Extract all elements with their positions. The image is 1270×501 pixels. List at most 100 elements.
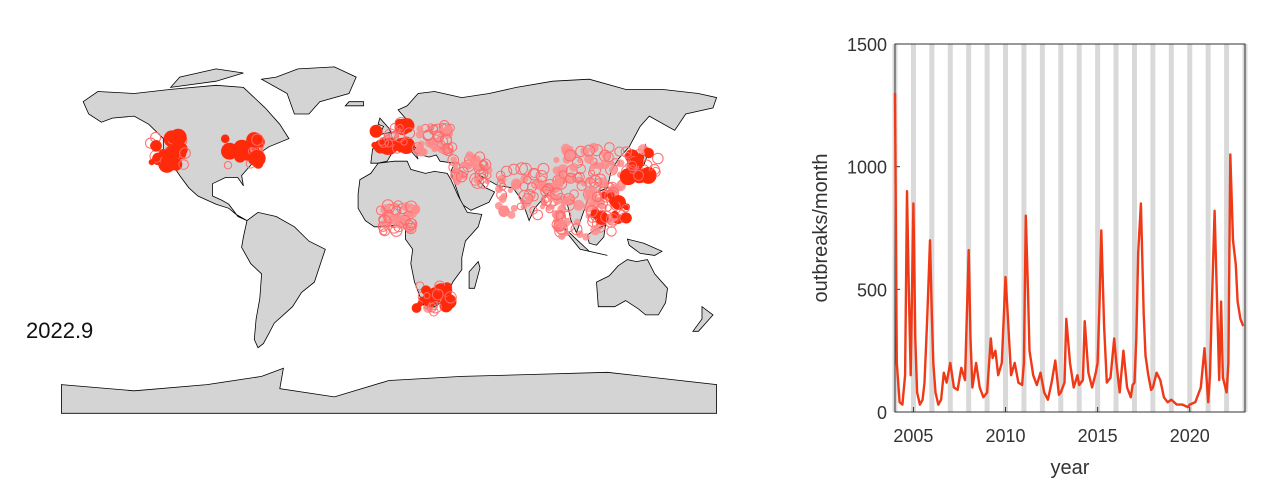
x-tick-label: 2020 [1170, 426, 1210, 446]
outbreak-ring-marker [572, 172, 583, 183]
older-outbreak-marker [416, 125, 424, 133]
outbreak-ring-marker [508, 163, 520, 175]
year-band [1187, 44, 1193, 412]
older-outbreak-marker [582, 233, 590, 241]
outbreak-ring-marker [251, 133, 264, 146]
outbreak-ring-marker [440, 133, 452, 146]
older-outbreak-marker [577, 158, 583, 164]
year-band [1168, 44, 1174, 412]
outbreak-ring-marker [396, 123, 404, 132]
outbreak-ring-marker [564, 149, 577, 162]
world-outbreak-map: 2022.9 [26, 66, 718, 414]
year-band [1058, 44, 1064, 412]
year-band [929, 44, 935, 412]
outbreak-ring-marker [477, 177, 489, 189]
outbreak-ring-marker [388, 130, 400, 142]
older-outbreak-marker [560, 143, 571, 154]
y-tick-label: 0 [877, 403, 887, 423]
outbreak-ring-marker [223, 161, 233, 170]
older-outbreak-marker [469, 157, 476, 164]
outbreak-ring-marker [442, 142, 454, 154]
outbreak-ring-marker [430, 124, 439, 132]
new-guinea-shape [626, 238, 663, 256]
outbreak-ring-marker [523, 175, 532, 185]
recent-outbreak-marker [148, 159, 155, 166]
outbreak-markers [145, 117, 664, 317]
outbreak-ring-marker [606, 226, 617, 237]
outbreak-ring-marker [633, 169, 645, 181]
older-outbreak-marker [484, 179, 491, 185]
older-outbreak-marker [510, 204, 518, 212]
older-outbreak-marker [452, 162, 459, 169]
map-year-label: 2022.9 [26, 318, 94, 343]
outbreak-ring-marker [624, 152, 632, 160]
arctic-islands-shape [169, 68, 244, 88]
year-band [1003, 44, 1009, 412]
outbreak-ring-marker [558, 170, 568, 179]
outbreak-ring-marker [375, 205, 386, 216]
year-band [1205, 44, 1211, 412]
outbreak-ring-marker [522, 193, 534, 205]
older-outbreak-marker [596, 162, 604, 170]
year-band [1131, 44, 1137, 412]
map-svg [61, 66, 718, 414]
outbreak-ring-marker [600, 189, 613, 203]
outbreak-ring-marker [479, 158, 492, 171]
older-outbreak-marker [537, 181, 548, 192]
outbreak-ring-marker [178, 159, 189, 170]
y-tick-label: 500 [857, 280, 887, 300]
recent-outbreak-marker [246, 132, 263, 148]
outbreak-ring-marker [447, 142, 458, 152]
outbreak-ring-marker [179, 147, 191, 159]
outbreak-ring-marker [378, 214, 392, 228]
recent-outbreak-marker [441, 285, 453, 296]
outbreak-ring-marker [378, 137, 389, 148]
older-outbreak-marker [415, 130, 424, 139]
older-outbreak-marker [589, 189, 597, 197]
outbreak-ring-marker [498, 182, 507, 191]
older-outbreak-marker [580, 146, 590, 156]
recent-outbreak-marker [590, 209, 601, 219]
year-band [947, 44, 953, 412]
older-outbreak-marker [590, 225, 601, 236]
outbreak-ring-marker [585, 205, 598, 218]
older-outbreak-marker [417, 144, 424, 151]
older-outbreak-marker [434, 145, 440, 152]
recent-outbreak-marker [371, 141, 378, 149]
outbreak-ring-marker [582, 144, 595, 157]
outbreak-ring-marker [405, 222, 417, 235]
older-outbreak-marker [557, 219, 566, 229]
outbreak-ring-marker [627, 164, 638, 174]
recent-outbreak-marker [609, 196, 619, 206]
older-outbreak-marker [498, 194, 507, 203]
older-outbreak-marker [563, 230, 570, 237]
older-outbreak-marker [569, 162, 579, 172]
outbreak-ring-marker [516, 202, 525, 211]
outbreak-ring-marker [404, 217, 418, 231]
recent-outbreak-marker [220, 134, 230, 144]
older-outbreak-marker [553, 156, 560, 164]
older-outbreak-marker [560, 199, 567, 205]
year-band [966, 44, 972, 412]
outbreak-ring-marker [603, 151, 614, 163]
outbreak-ring-marker [652, 152, 664, 165]
outbreak-ring-marker [529, 206, 538, 215]
outbreak-ring-marker [537, 162, 550, 175]
older-outbreak-marker [474, 155, 481, 163]
recent-outbreak-marker [248, 150, 266, 167]
year-band [1039, 44, 1045, 412]
south-america-shape [241, 211, 326, 349]
outbreak-ring-marker [394, 131, 406, 143]
greenland-shape [260, 66, 357, 115]
older-outbreak-marker [411, 206, 418, 213]
older-outbreak-marker [507, 210, 516, 219]
older-outbreak-marker [576, 230, 584, 239]
new-zealand-shape [692, 305, 714, 332]
outbreak-ring-marker [621, 203, 630, 213]
older-outbreak-marker [498, 206, 510, 218]
outbreak-ring-marker [549, 187, 563, 201]
recent-outbreak-marker [644, 147, 652, 155]
recent-outbreak-marker [150, 140, 162, 152]
older-outbreak-marker [464, 162, 471, 170]
uk-shape [377, 117, 392, 136]
